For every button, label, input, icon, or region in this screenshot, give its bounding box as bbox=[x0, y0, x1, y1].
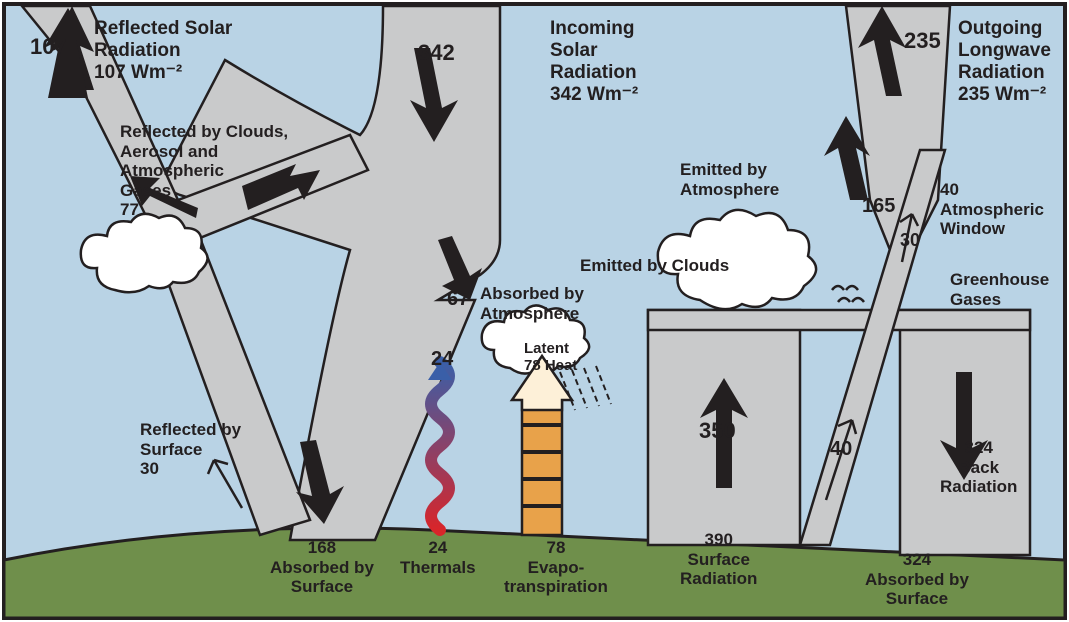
lbl-greenhouse: GreenhouseGases bbox=[950, 270, 1049, 309]
lbl-latent-heat: Latent78 Heat bbox=[524, 340, 577, 375]
lbl-reflected-surf: Reflected bySurface30 bbox=[140, 420, 241, 479]
lbl-outgoing-lw: OutgoingLongwaveRadiation235 Wm⁻² bbox=[958, 18, 1051, 105]
val-165: 165 bbox=[862, 195, 895, 218]
lbl-absorbed-surf: 168Absorbed bySurface bbox=[270, 538, 374, 597]
lbl-thermals: 24Thermals bbox=[400, 538, 476, 577]
val-342: 342 bbox=[418, 40, 455, 66]
val-67: 67 bbox=[447, 288, 469, 311]
energy-balance-diagram: 107 342 235 67 165 30 350 40 24 Reflecte… bbox=[0, 0, 1069, 622]
lbl-reflected-clouds: Reflected by Clouds,Aerosol andAtmospher… bbox=[120, 122, 288, 220]
lbl-reflected-solar: Reflected SolarRadiation107 Wm⁻² bbox=[94, 18, 232, 84]
lbl-surface-rad: 390SurfaceRadiation bbox=[680, 530, 757, 589]
lbl-absorbed-atmos: Absorbed byAtmosphere bbox=[480, 284, 584, 323]
val-30b: 30 bbox=[900, 230, 920, 251]
lbl-emitted-atmos: Emitted byAtmosphere bbox=[680, 160, 779, 199]
lbl-atmos-window: 40AtmosphericWindow bbox=[940, 180, 1044, 239]
lbl-incoming-solar: IncomingSolarRadiation342 Wm⁻² bbox=[550, 18, 638, 105]
val-235: 235 bbox=[904, 28, 941, 54]
lbl-back-rad: 324BackRadiation bbox=[940, 438, 1017, 497]
band-ghg-top2 bbox=[648, 310, 1030, 330]
val-24: 24 bbox=[431, 348, 453, 371]
lbl-absorbed-surf2: 324Absorbed bySurface bbox=[865, 550, 969, 609]
lbl-emitted-clouds: Emitted by Clouds bbox=[580, 256, 729, 276]
val-107: 107 bbox=[30, 34, 67, 60]
lbl-evapo: 78Evapo-transpiration bbox=[504, 538, 608, 597]
val-350: 350 bbox=[699, 418, 736, 444]
val-40: 40 bbox=[830, 438, 852, 461]
